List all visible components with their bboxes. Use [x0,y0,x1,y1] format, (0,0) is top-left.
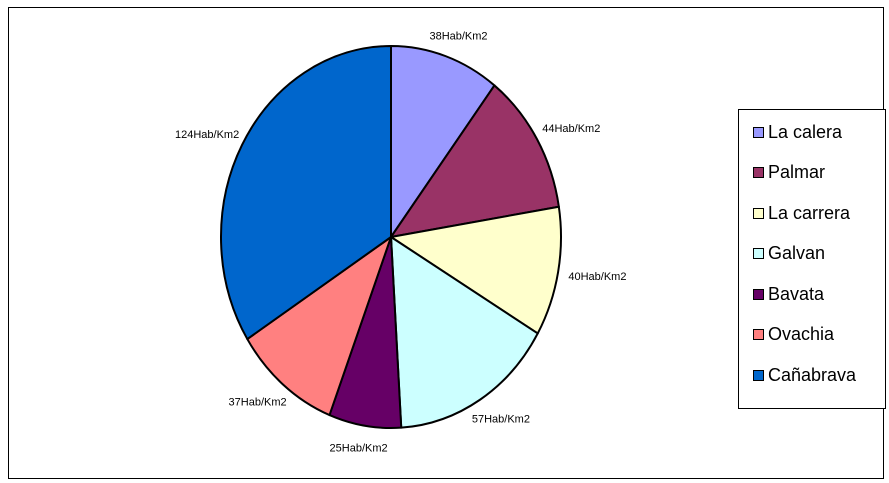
data-label-canabrava: 124Hab/Km2 [175,129,239,141]
legend-label-la-calera: La calera [768,121,843,142]
legend-swatch-galvan [753,248,764,259]
data-label-la-carrera: 40Hab/Km2 [568,271,626,283]
legend-label-palmar: Palmar [768,162,826,182]
data-labels: 38Hab/Km2 44Hab/Km2 40Hab/Km2 57Hab/Km2 25Ha… [175,30,626,454]
legend-item-la-carrera: La carrera [753,201,850,225]
legend-item-palmar: Palmar [753,161,825,185]
legend-label-la-carrera: La carrera [768,202,851,223]
legend-swatch-palmar [753,167,764,178]
pie-slices [220,45,562,429]
legend-swatch-la-calera [753,126,764,138]
legend-item-bavata: Bavata [753,282,824,306]
data-label-ovachia: 37Hab/Km2 [229,397,287,409]
data-label-bavata: 25Hab/Km2 [330,442,388,454]
legend-swatch-ovachia [753,329,764,340]
legend-item-canabrava: Cañabrava [753,363,856,387]
legend-label-canabrava: Cañabrava [768,364,857,385]
data-label-la-calera: 38Hab/Km2 [429,30,487,42]
pie-slice-palmar [390,84,560,238]
legend: La calera Palmar La carrera Galvan Bavat… [738,109,886,409]
legend-swatch-la-carrera [753,207,764,219]
legend-label-galvan: Galvan [768,243,826,263]
legend-label-ovachia: Ovachia [768,324,835,344]
legend-label-bavata: Bavata [768,283,825,304]
pie-slice-ovachia [246,236,392,417]
legend-swatch-bavata [753,288,764,300]
legend-item-la-calera: La calera [753,120,842,144]
pie-slice-la-carrera [390,205,562,335]
pie-slice-galvan [390,236,539,429]
data-label-palmar: 44Hab/Km2 [542,123,600,135]
pie-slice-la-calera [390,45,496,238]
legend-item-galvan: Galvan [753,242,825,266]
data-label-galvan: 57Hab/Km2 [472,414,530,426]
legend-item-ovachia: Ovachia [753,323,834,347]
pie-slice-canabrava [220,45,392,341]
legend-swatch-canabrava [753,369,764,381]
